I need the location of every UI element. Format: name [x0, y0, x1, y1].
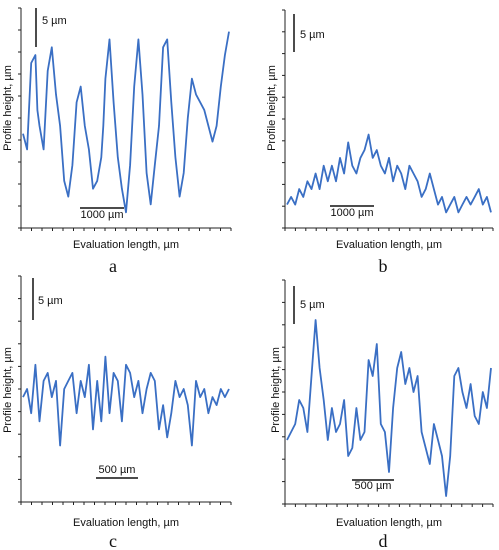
x-axis-label: Evaluation length, µm	[336, 517, 442, 529]
y-axis-label: Profile height, µm	[2, 65, 14, 151]
chart-panel-a: 5 µm 1000 µm Evaluation length, µm Profile …	[2, 7, 232, 276]
x-axis-label: Evaluation length, µm	[73, 517, 179, 529]
chart-panel-b: 5 µm 1000 µm Evaluation length, µm Profile …	[266, 9, 494, 276]
panel-letter: d	[379, 531, 388, 550]
y-scale-bar-label: 5 µm	[42, 15, 67, 27]
chart-panel-c: 5 µm 500 µm Evaluation length, µm Profile h…	[2, 275, 232, 550]
x-scale-bar-label: 1000 µm	[80, 209, 123, 221]
y-scale-bar-label: 5 µm	[300, 299, 325, 311]
y-axis-label: Profile height, µm	[2, 347, 14, 433]
profile-line	[286, 319, 492, 497]
y-axis-label: Profile height, µm	[266, 65, 278, 151]
panel-letter: c	[109, 531, 117, 550]
x-scale-bar-label: 500 µm	[355, 480, 392, 492]
x-scale-bar-label: 1000 µm	[330, 207, 373, 219]
panel-letter: b	[379, 256, 388, 276]
x-axis-label: Evaluation length, µm	[73, 239, 179, 251]
x-axis-label: Evaluation length, µm	[336, 239, 442, 251]
profile-line	[22, 355, 230, 447]
y-scale-bar-label: 5 µm	[38, 295, 63, 307]
profile-line	[286, 133, 492, 214]
chart-panel-d: 5 µm 500 µm Evaluation length, µm Profile h…	[270, 279, 494, 550]
profile-line	[22, 31, 230, 214]
x-scale-bar-label: 500 µm	[99, 464, 136, 476]
y-scale-bar-label: 5 µm	[300, 29, 325, 41]
panel-letter: a	[109, 256, 117, 276]
y-axis-label: Profile height, µm	[270, 347, 282, 433]
